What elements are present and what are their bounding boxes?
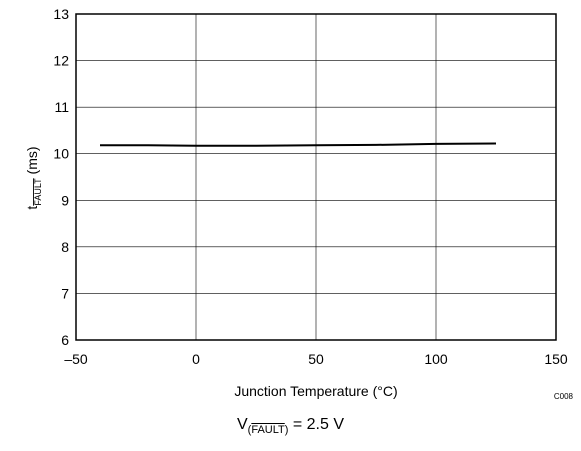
plot-frame	[75, 13, 557, 341]
y-tick-label: 10	[53, 146, 69, 162]
condition-caption: V(FAULT) = 2.5 V	[0, 416, 581, 436]
x-axis-title: Junction Temperature (°C)	[234, 383, 397, 399]
y-axis-title-sub: FAULT	[33, 178, 43, 206]
y-axis-title: tFAULT (ms)	[24, 146, 43, 209]
x-tick-label: 100	[424, 351, 448, 367]
y-tick-label: 9	[61, 192, 69, 208]
y-axis-title-unit: (ms)	[24, 146, 40, 174]
y-tick-label: 12	[53, 53, 69, 69]
caption-prefix: V	[236, 416, 248, 433]
y-tick-label: 7	[61, 285, 69, 301]
grid	[76, 14, 556, 340]
y-tick-label: 13	[53, 6, 69, 22]
x-tick-label: –50	[64, 351, 88, 367]
series-line	[100, 142, 497, 147]
y-tick-labels: 6 7 8 9 10 11 12 13	[53, 6, 69, 348]
x-tick-label: 50	[308, 351, 324, 367]
y-axis-title-main: t	[24, 206, 40, 210]
series-group	[100, 142, 497, 147]
y-tick-label: 11	[54, 99, 69, 115]
y-tick-label: 6	[61, 332, 69, 348]
x-tick-labels: –50 0 50 100 150	[64, 351, 568, 367]
caption-subscript: (FAULT)	[247, 424, 289, 436]
caption-suffix: = 2.5 V	[288, 416, 345, 433]
y-tick-label: 8	[61, 239, 69, 255]
x-tick-label: 150	[544, 351, 568, 367]
figure-code: C008	[554, 392, 574, 401]
x-tick-label: 0	[192, 351, 200, 367]
